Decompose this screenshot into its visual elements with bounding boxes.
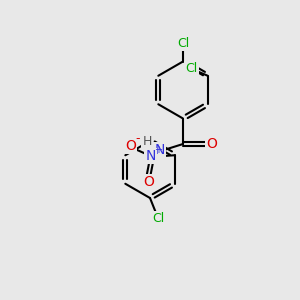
Text: O: O	[143, 175, 154, 189]
Text: O: O	[206, 137, 217, 151]
Text: +: +	[154, 145, 162, 155]
Text: H: H	[142, 135, 152, 148]
Text: -: -	[136, 132, 140, 145]
Text: O: O	[125, 139, 136, 153]
Text: Cl: Cl	[185, 62, 198, 75]
Text: N: N	[146, 149, 156, 163]
Text: N: N	[154, 143, 165, 157]
Text: Cl: Cl	[177, 37, 189, 50]
Text: Cl: Cl	[152, 212, 164, 225]
